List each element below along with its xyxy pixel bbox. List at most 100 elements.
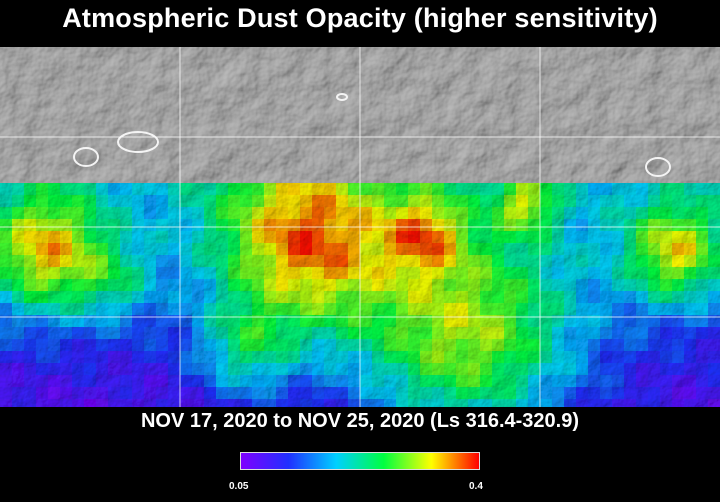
opacity-cell: [348, 219, 360, 231]
opacity-cell: [372, 339, 384, 351]
opacity-cell: [408, 279, 420, 291]
opacity-cell: [144, 279, 156, 291]
opacity-cell: [396, 255, 408, 267]
opacity-cell: [120, 375, 132, 387]
opacity-cell: [144, 375, 156, 387]
opacity-cell: [384, 387, 396, 399]
opacity-cell: [108, 291, 120, 303]
opacity-cell: [312, 351, 324, 363]
opacity-cell: [108, 183, 120, 195]
opacity-cell: [444, 291, 456, 303]
opacity-cell: [468, 303, 480, 315]
opacity-cell: [660, 387, 672, 399]
opacity-cell: [648, 327, 660, 339]
opacity-cell: [132, 339, 144, 351]
opacity-cell: [444, 351, 456, 363]
opacity-cell: [24, 231, 36, 243]
opacity-cell: [288, 291, 300, 303]
opacity-cell: [696, 183, 708, 195]
opacity-cell: [600, 291, 612, 303]
opacity-cell: [12, 399, 24, 407]
opacity-cell: [588, 339, 600, 351]
opacity-cell: [468, 243, 480, 255]
opacity-cell: [216, 255, 228, 267]
opacity-cell: [204, 291, 216, 303]
opacity-cell: [480, 255, 492, 267]
opacity-cell: [360, 267, 372, 279]
opacity-cell: [468, 327, 480, 339]
opacity-cell: [336, 303, 348, 315]
opacity-cell: [528, 315, 540, 327]
opacity-cell: [24, 351, 36, 363]
opacity-cell: [48, 183, 60, 195]
opacity-cell: [252, 183, 264, 195]
opacity-cell: [276, 387, 288, 399]
opacity-cell: [648, 303, 660, 315]
opacity-cell: [336, 243, 348, 255]
opacity-cell: [84, 267, 96, 279]
opacity-cell: [492, 363, 504, 375]
opacity-cell: [252, 231, 264, 243]
opacity-cell: [216, 327, 228, 339]
opacity-cell: [276, 219, 288, 231]
opacity-cell: [540, 327, 552, 339]
opacity-cell: [384, 279, 396, 291]
opacity-cell: [408, 399, 420, 407]
opacity-cell: [264, 243, 276, 255]
opacity-cell: [312, 375, 324, 387]
opacity-cell: [252, 375, 264, 387]
opacity-cell: [216, 375, 228, 387]
opacity-cell: [588, 195, 600, 207]
opacity-cell: [588, 255, 600, 267]
opacity-cell: [672, 231, 684, 243]
opacity-cell: [516, 255, 528, 267]
opacity-cell: [12, 279, 24, 291]
opacity-cell: [576, 327, 588, 339]
opacity-cell: [408, 231, 420, 243]
opacity-cell: [552, 399, 564, 407]
opacity-cell: [60, 207, 72, 219]
opacity-cell: [516, 363, 528, 375]
opacity-cell: [504, 315, 516, 327]
opacity-cell: [192, 363, 204, 375]
opacity-cell: [612, 363, 624, 375]
opacity-cell: [48, 303, 60, 315]
opacity-cell: [240, 315, 252, 327]
opacity-cell: [660, 351, 672, 363]
opacity-cell: [288, 219, 300, 231]
opacity-cell: [372, 399, 384, 407]
opacity-cell: [348, 351, 360, 363]
opacity-cell: [276, 351, 288, 363]
opacity-cell: [600, 363, 612, 375]
opacity-cell: [480, 375, 492, 387]
opacity-cell: [60, 279, 72, 291]
opacity-cell: [684, 375, 696, 387]
opacity-cell: [48, 315, 60, 327]
opacity-cell: [696, 219, 708, 231]
opacity-cell: [516, 231, 528, 243]
opacity-cell: [252, 351, 264, 363]
opacity-cell: [48, 207, 60, 219]
opacity-cell: [168, 315, 180, 327]
opacity-cell: [192, 219, 204, 231]
opacity-cell: [564, 219, 576, 231]
opacity-cell: [348, 267, 360, 279]
opacity-cell: [96, 291, 108, 303]
opacity-cell: [432, 327, 444, 339]
opacity-cell: [276, 279, 288, 291]
opacity-cell: [180, 231, 192, 243]
opacity-cell: [588, 243, 600, 255]
opacity-cell: [612, 243, 624, 255]
opacity-cell: [348, 231, 360, 243]
opacity-cell: [492, 291, 504, 303]
opacity-cell: [528, 375, 540, 387]
opacity-cell: [108, 255, 120, 267]
opacity-cell: [336, 375, 348, 387]
opacity-cell: [468, 183, 480, 195]
opacity-cell: [228, 315, 240, 327]
opacity-cell: [72, 195, 84, 207]
opacity-cell: [408, 387, 420, 399]
opacity-cell: [120, 399, 132, 407]
opacity-cell: [444, 375, 456, 387]
opacity-cell: [660, 339, 672, 351]
